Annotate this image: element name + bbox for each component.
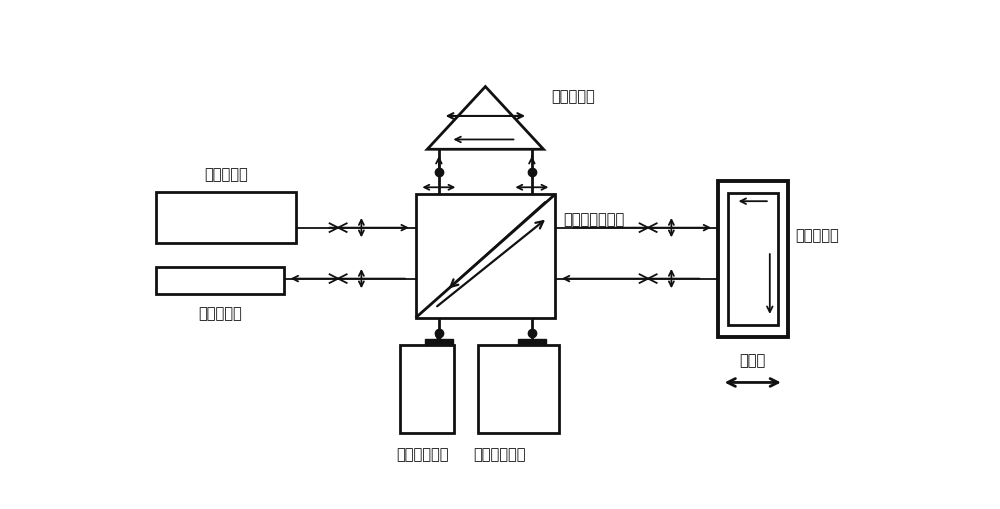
Polygon shape [156, 192, 296, 243]
Text: 共用测量镜: 共用测量镜 [795, 228, 839, 243]
Text: 共用偏振分光镜: 共用偏振分光镜 [563, 212, 624, 228]
Polygon shape [728, 193, 778, 325]
Text: 被校准激光器: 被校准激光器 [474, 447, 526, 463]
Polygon shape [427, 87, 544, 149]
Polygon shape [416, 194, 555, 318]
Polygon shape [156, 267, 284, 294]
Polygon shape [400, 345, 454, 434]
Polygon shape [518, 338, 546, 344]
Text: 运动台: 运动台 [740, 353, 766, 369]
Text: 共用参考镜: 共用参考镜 [551, 89, 595, 104]
Polygon shape [425, 338, 453, 344]
Text: 标准接收器: 标准接收器 [198, 306, 242, 321]
Text: 标准激光器: 标准激光器 [204, 167, 248, 182]
Text: 被校准接收器: 被校准接收器 [396, 447, 449, 463]
Polygon shape [718, 181, 788, 337]
Polygon shape [478, 345, 559, 434]
